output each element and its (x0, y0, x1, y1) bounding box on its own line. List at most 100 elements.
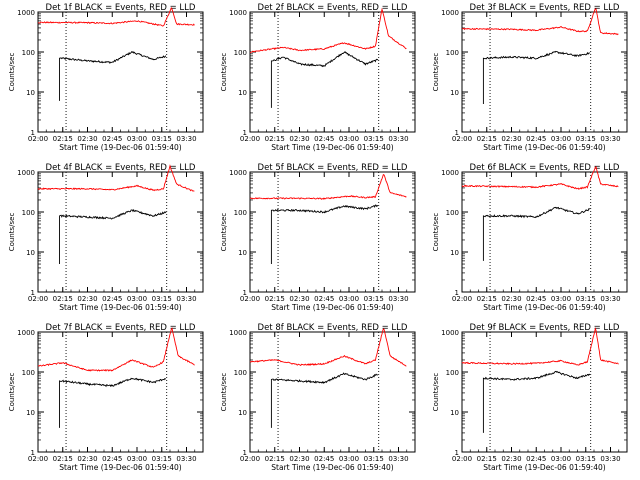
events-series-line (482, 50, 591, 104)
x-tick-label: 03:30 (176, 295, 196, 303)
x-tick-label: 02:30 (501, 295, 521, 303)
x-tick-label: 03:30 (388, 135, 408, 143)
x-tick-label: 02:30 (77, 135, 97, 143)
lld-series-line (249, 328, 407, 367)
y-tick-label: 1000 (229, 9, 247, 17)
x-tick-label: 02:45 (526, 455, 546, 463)
y-tick-label: 100 (22, 49, 35, 57)
events-series-line (270, 372, 379, 428)
y-tick-label: 1 (31, 289, 35, 297)
y-axis-label: Counts/sec (432, 213, 440, 252)
chart-title: Det 3f BLACK = Events, RED = LLD (470, 3, 620, 13)
chart-title: Det 7f BLACK = Events, RED = LLD (46, 323, 196, 333)
x-tick-label: 03:15 (364, 455, 384, 463)
y-axis-label: Counts/sec (8, 373, 16, 412)
y-tick-label: 1 (455, 449, 459, 457)
x-tick-label: 02:15 (53, 295, 73, 303)
x-tick-label: 03:00 (551, 455, 571, 463)
chart-panel-9: Det 9f BLACK = Events, RED = LLD 1 10 100 10… (432, 323, 628, 472)
y-tick-label: 100 (22, 209, 35, 217)
y-tick-label: 1 (243, 449, 247, 457)
x-tick-label: 03:15 (152, 295, 172, 303)
x-tick-label: 02:30 (77, 295, 97, 303)
x-tick-label: 03:30 (176, 455, 196, 463)
x-tick-label: 02:45 (314, 295, 334, 303)
lld-series-line (461, 327, 619, 366)
x-axis-label: Start Time (19-Dec-06 01:59:40) (483, 303, 605, 312)
chart-title: Det 6f BLACK = Events, RED = LLD (470, 163, 620, 173)
plot-frame (37, 11, 204, 133)
y-tick-label: 10 (450, 89, 459, 97)
x-tick-label: 03:15 (152, 135, 172, 143)
x-tick-label: 02:15 (477, 455, 497, 463)
y-tick-label: 1000 (441, 9, 459, 17)
x-tick-label: 02:15 (477, 295, 497, 303)
plot-frame (461, 171, 628, 293)
x-tick-label: 02:00 (28, 455, 48, 463)
y-tick-label: 1 (455, 289, 459, 297)
x-tick-label: 03:00 (339, 135, 359, 143)
x-axis-label: Start Time (19-Dec-06 01:59:40) (271, 143, 393, 152)
y-tick-label: 1000 (441, 169, 459, 177)
lld-series-line (249, 7, 407, 53)
x-tick-label: 03:15 (364, 135, 384, 143)
x-tick-label: 02:30 (289, 455, 309, 463)
events-series-line (59, 377, 167, 428)
x-tick-label: 02:45 (314, 135, 334, 143)
chart-panel-3: Det 3f BLACK = Events, RED = LLD 1 10 100 10… (432, 3, 628, 152)
x-tick-label: 02:45 (526, 135, 546, 143)
lld-series-line (37, 6, 195, 27)
lld-series-line (37, 327, 195, 372)
x-tick-label: 03:30 (600, 295, 620, 303)
lld-series-line (37, 164, 195, 192)
plot-frame (249, 331, 416, 453)
x-tick-label: 03:00 (551, 295, 571, 303)
plot-frame (37, 171, 204, 293)
y-tick-label: 10 (238, 249, 247, 257)
x-tick-label: 02:30 (289, 295, 309, 303)
x-tick-label: 02:00 (452, 135, 472, 143)
y-tick-label: 1000 (441, 329, 459, 337)
y-axis-label: Counts/sec (432, 53, 440, 92)
y-axis-label: Counts/sec (220, 213, 228, 252)
events-series-line (482, 370, 591, 433)
x-tick-label: 03:00 (339, 455, 359, 463)
chart-panel-7: Det 7f BLACK = Events, RED = LLD 1 10 100 10… (8, 323, 204, 472)
x-axis-label: Start Time (19-Dec-06 01:59:40) (59, 303, 181, 312)
x-tick-label: 02:15 (265, 295, 285, 303)
y-tick-label: 100 (234, 369, 247, 377)
x-axis-label: Start Time (19-Dec-06 01:59:40) (59, 463, 181, 472)
x-tick-label: 03:00 (551, 135, 571, 143)
x-tick-label: 03:30 (600, 135, 620, 143)
x-tick-label: 03:30 (600, 455, 620, 463)
x-tick-label: 03:00 (127, 295, 147, 303)
chart-title: Det 8f BLACK = Events, RED = LLD (258, 323, 408, 333)
events-series-line (270, 204, 379, 264)
x-tick-label: 02:15 (477, 135, 497, 143)
x-tick-label: 02:15 (265, 135, 285, 143)
x-axis-label: Start Time (19-Dec-06 01:59:40) (483, 463, 605, 472)
plot-frame (249, 171, 416, 293)
y-tick-label: 1000 (229, 169, 247, 177)
chart-panel-4: Det 4f BLACK = Events, RED = LLD 1 10 100 10… (8, 163, 204, 312)
y-tick-label: 10 (450, 409, 459, 417)
x-tick-label: 03:15 (576, 135, 596, 143)
chart-title: Det 1f BLACK = Events, RED = LLD (46, 3, 196, 13)
y-axis-label: Counts/sec (220, 53, 228, 92)
x-tick-label: 02:45 (102, 295, 122, 303)
x-tick-label: 03:00 (127, 135, 147, 143)
events-series-line (59, 208, 167, 264)
y-tick-label: 100 (446, 209, 459, 217)
y-tick-label: 1000 (17, 329, 35, 337)
y-tick-label: 10 (238, 89, 247, 97)
chart-title: Det 9f BLACK = Events, RED = LLD (470, 323, 620, 333)
y-tick-label: 10 (26, 409, 35, 417)
y-tick-label: 100 (234, 209, 247, 217)
chart-panel-1: Det 1f BLACK = Events, RED = LLD 1 10 100 10… (8, 3, 204, 152)
y-tick-label: 100 (446, 49, 459, 57)
x-tick-label: 02:30 (77, 455, 97, 463)
x-tick-label: 02:15 (53, 135, 73, 143)
x-tick-label: 03:30 (176, 135, 196, 143)
plot-frame (37, 331, 204, 453)
